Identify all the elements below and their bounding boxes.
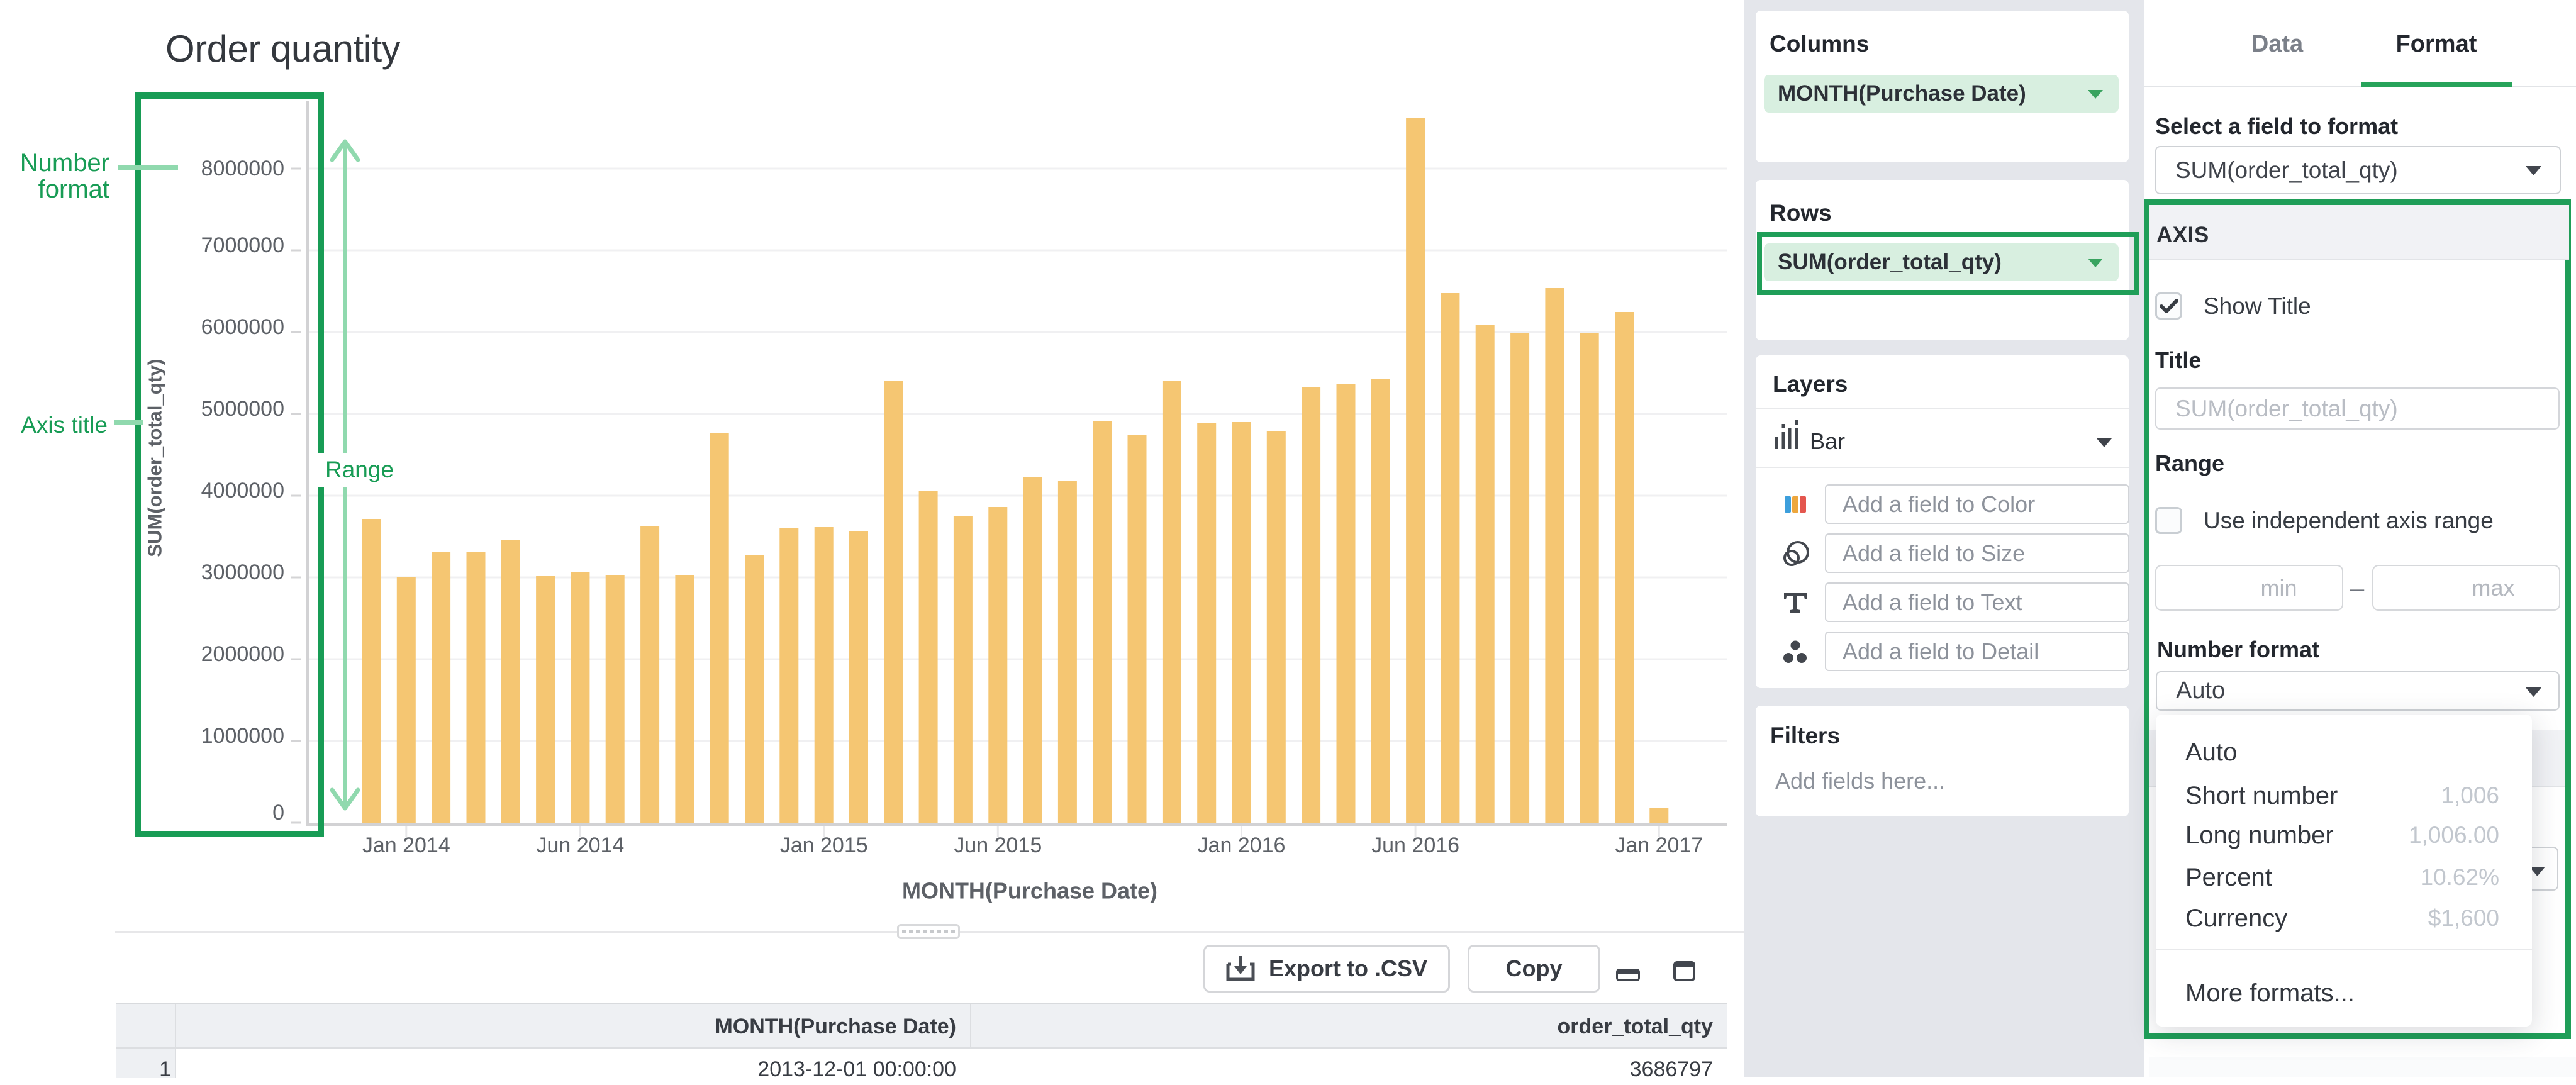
svg-text:7000000: 7000000: [201, 233, 284, 257]
svg-text:Jan 2014: Jan 2014: [362, 833, 450, 857]
svg-text:1000000: 1000000: [201, 724, 284, 748]
svg-text:MONTH(Purchase Date): MONTH(Purchase Date): [902, 878, 1157, 904]
svg-text:6000000: 6000000: [201, 315, 284, 339]
svg-text:4000000: 4000000: [201, 479, 284, 503]
svg-text:Jun 2014: Jun 2014: [536, 833, 624, 857]
svg-text:Jun 2015: Jun 2015: [954, 833, 1042, 857]
svg-text:2000000: 2000000: [201, 642, 284, 666]
svg-text:Jun 2016: Jun 2016: [1371, 833, 1459, 857]
svg-text:8000000: 8000000: [201, 157, 284, 181]
svg-text:Jan 2017: Jan 2017: [1615, 833, 1703, 857]
svg-text:5000000: 5000000: [201, 397, 284, 421]
svg-text:SUM(order_total_qty): SUM(order_total_qty): [144, 359, 166, 557]
svg-text:Jan 2016: Jan 2016: [1198, 833, 1286, 857]
svg-text:0: 0: [272, 801, 284, 825]
svg-text:Jan 2015: Jan 2015: [780, 833, 868, 857]
svg-text:3000000: 3000000: [201, 560, 284, 584]
